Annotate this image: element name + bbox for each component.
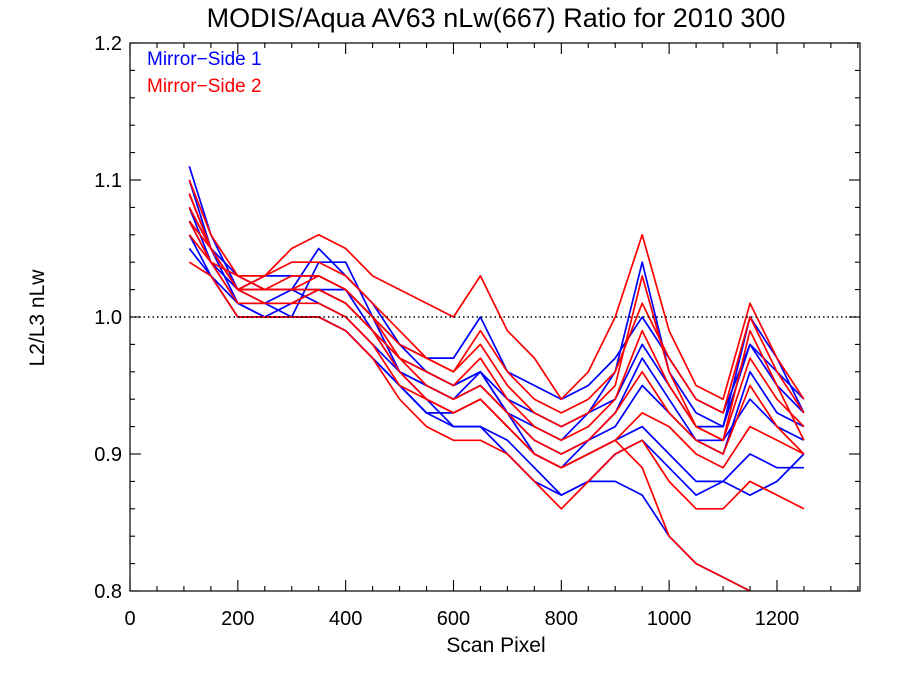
plot-frame <box>129 42 861 592</box>
x-tick-label: 200 <box>221 608 254 630</box>
x-tick-label: 400 <box>329 608 362 630</box>
axis-ticks: 0 200 400 600 800 1000 1200 0.8 0.9 1.0 1.1 1.2 <box>94 33 860 630</box>
series-line-mirror-side-2 <box>188 220 805 414</box>
x-tick-label: 0 <box>124 608 135 630</box>
y-tick-label: 1.0 <box>94 307 122 329</box>
legend-entry-2: Mirror−Side 2 <box>147 76 262 97</box>
y-tick-label: 0.9 <box>94 444 122 466</box>
x-axis-label: Scan Pixel <box>446 634 545 657</box>
series-line-mirror-side-2 <box>188 220 805 401</box>
x-tick-label: 600 <box>437 608 470 630</box>
x-tick-label: 800 <box>545 608 578 630</box>
y-tick-label: 1.2 <box>94 33 122 55</box>
series-line-mirror-side-2 <box>188 193 805 442</box>
series-line-mirror-side-2 <box>188 207 752 591</box>
y-tick-label: 0.8 <box>94 581 122 603</box>
series-layer <box>188 166 805 591</box>
series-line-mirror-side-1 <box>188 247 804 483</box>
y-axis-label: L2/L3 nLw <box>26 269 49 367</box>
legend-entry-1: Mirror−Side 1 <box>147 49 262 70</box>
series-line-mirror-side-2 <box>188 261 805 510</box>
legend: Mirror−Side 1 Mirror−Side 2 <box>147 49 262 97</box>
y-tick-label: 1.1 <box>94 170 122 192</box>
series-line-mirror-side-1 <box>188 207 805 469</box>
x-tick-label: 1200 <box>755 608 800 630</box>
chart-title: MODIS/Aqua AV63 nLw(667) Ratio for 2010 … <box>207 3 786 33</box>
series-line-mirror-side-2 <box>188 193 805 455</box>
x-tick-label: 1000 <box>647 608 692 630</box>
